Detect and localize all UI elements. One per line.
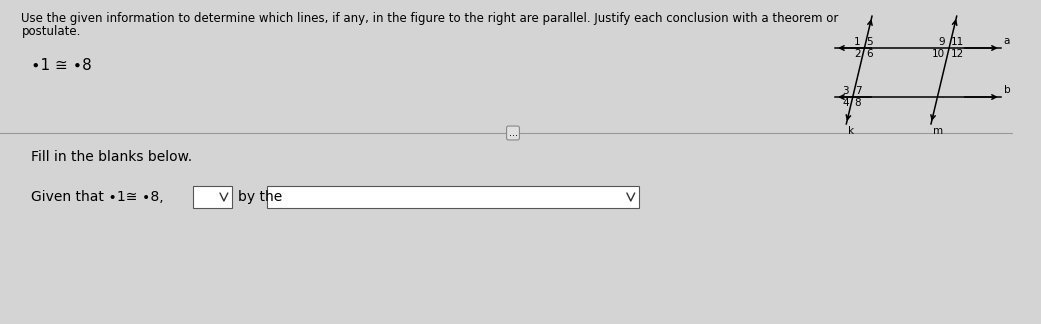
Text: 10: 10 [932, 49, 945, 59]
Text: Fill in the blanks below.: Fill in the blanks below. [31, 150, 193, 164]
Text: m: m [933, 126, 943, 136]
Text: b: b [1004, 85, 1010, 95]
Text: 3: 3 [842, 86, 848, 96]
FancyBboxPatch shape [193, 186, 232, 208]
Text: 11: 11 [951, 37, 964, 47]
Text: 9: 9 [939, 37, 945, 47]
Text: ...: ... [508, 128, 517, 138]
Text: 4: 4 [842, 98, 848, 108]
Text: 5: 5 [866, 37, 873, 47]
Text: 6: 6 [866, 49, 873, 59]
Text: 8: 8 [855, 98, 861, 108]
Text: ∙1 ≅ ∙8: ∙1 ≅ ∙8 [31, 58, 92, 73]
Text: 7: 7 [855, 86, 861, 96]
Text: 12: 12 [951, 49, 964, 59]
Text: Use the given information to determine which lines, if any, in the figure to the: Use the given information to determine w… [22, 12, 839, 25]
Text: 1: 1 [854, 37, 861, 47]
Text: 2: 2 [854, 49, 861, 59]
FancyBboxPatch shape [266, 186, 638, 208]
Text: postulate.: postulate. [22, 25, 81, 38]
Text: Given that ∙1≅ ∙8,: Given that ∙1≅ ∙8, [31, 190, 163, 204]
Text: by the: by the [237, 190, 282, 204]
Text: a: a [1004, 36, 1010, 46]
Text: k: k [848, 126, 855, 136]
